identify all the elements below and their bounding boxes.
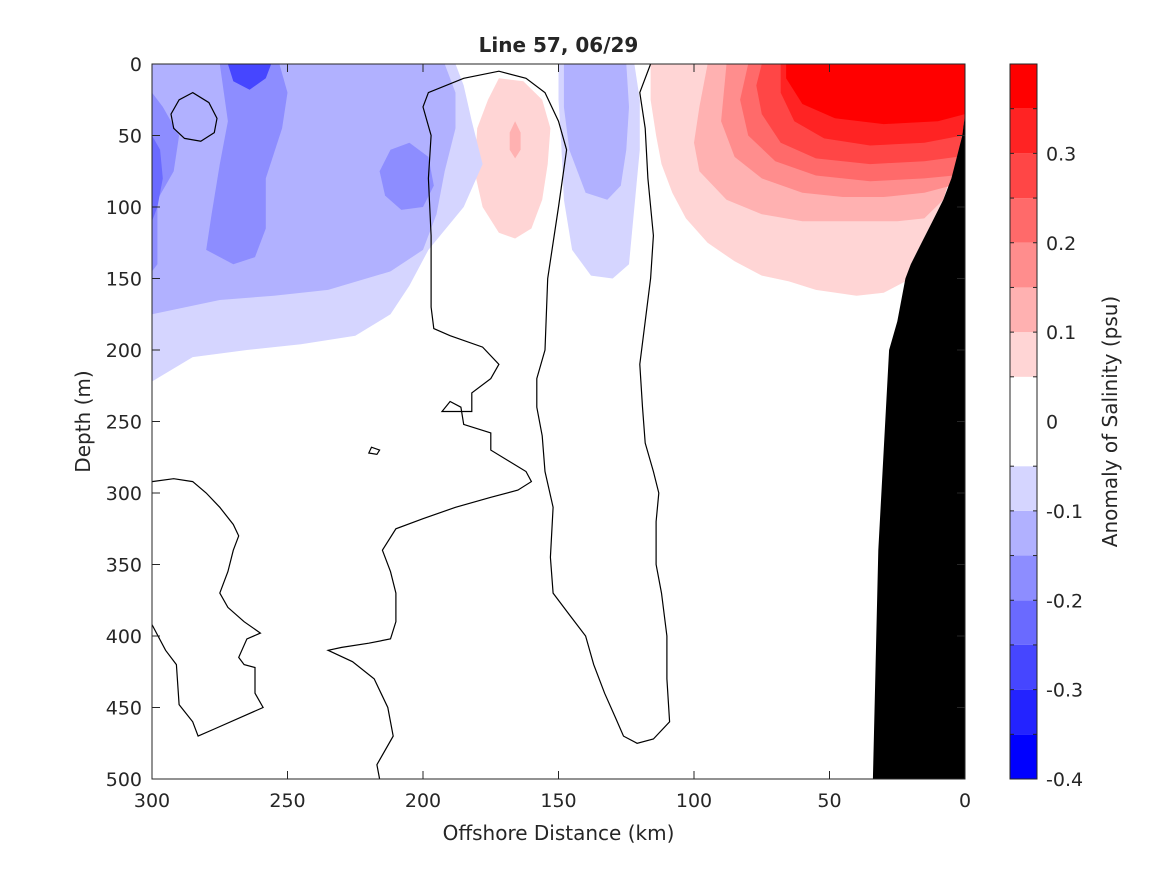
colorbar-tick-label: -0.3 bbox=[1046, 680, 1083, 702]
colorbar-swatch bbox=[1010, 153, 1037, 199]
y-tick-label: 250 bbox=[106, 412, 142, 434]
negative-anomaly-region bbox=[152, 135, 163, 222]
x-tick-label: 0 bbox=[959, 790, 971, 812]
zero-contour-line bbox=[151, 478, 264, 737]
y-tick-label: 350 bbox=[106, 555, 142, 577]
y-tick-label: 400 bbox=[106, 626, 142, 648]
colorbar-swatch bbox=[1010, 332, 1037, 377]
zero-contour-line bbox=[367, 446, 381, 456]
x-axis-label: Offshore Distance (km) bbox=[443, 821, 675, 845]
zero-contour-layer bbox=[151, 63, 671, 780]
y-tick-label: 200 bbox=[106, 340, 142, 362]
x-tick-label: 100 bbox=[676, 790, 712, 812]
y-tick-label: 450 bbox=[106, 698, 142, 720]
x-tick-label: 200 bbox=[405, 790, 441, 812]
y-axis: 0 50 100 150 200 250 300 350 400 450 500 bbox=[106, 54, 965, 791]
colorbar-swatch bbox=[1010, 510, 1037, 556]
colorbar-swatch bbox=[1010, 644, 1037, 690]
colorbar-tick-label: 0.1 bbox=[1046, 322, 1076, 344]
y-tick-label: 150 bbox=[106, 269, 142, 291]
zero-contour-line bbox=[326, 63, 671, 780]
colorbar-swatch bbox=[1010, 242, 1037, 288]
colorbar-tick-label: -0.2 bbox=[1046, 590, 1083, 612]
colorbar-tick-label: -0.1 bbox=[1046, 501, 1083, 523]
negative-anomaly-region bbox=[563, 64, 629, 200]
colorbar-swatch bbox=[1010, 466, 1037, 511]
negative-anomaly-region bbox=[379, 142, 434, 210]
colorbar-swatch bbox=[1010, 198, 1037, 243]
y-tick-label: 500 bbox=[106, 769, 142, 791]
colorbar-tick-label: -0.4 bbox=[1046, 769, 1083, 791]
contour-fill-layer bbox=[152, 64, 965, 779]
zero-contour-line bbox=[170, 91, 218, 142]
colorbar-tick-label: 0.2 bbox=[1046, 233, 1076, 255]
x-axis: 300 250 200 150 100 50 0 bbox=[134, 64, 971, 812]
y-tick-label: 300 bbox=[106, 483, 142, 505]
colorbar-swatch bbox=[1010, 689, 1037, 735]
colorbar-swatch bbox=[1010, 287, 1037, 333]
x-tick-label: 50 bbox=[817, 790, 841, 812]
x-tick-label: 300 bbox=[134, 790, 170, 812]
y-tick-label: 0 bbox=[130, 54, 142, 76]
colorbar-frame bbox=[1009, 63, 1038, 780]
colorbar-swatch bbox=[1010, 734, 1037, 779]
negative-anomaly-region bbox=[152, 92, 180, 272]
colorbar: 0.3 0.2 0.1 0 -0.1 -0.2 -0.3 -0.4 bbox=[1009, 63, 1083, 791]
colorbar-swatch bbox=[1010, 376, 1037, 467]
bathymetry-layer bbox=[872, 114, 965, 780]
chart-title: Line 57, 06/29 bbox=[479, 33, 639, 57]
colorbar-label: Anomaly of Salinity (psu) bbox=[1098, 296, 1122, 547]
negative-anomaly-region bbox=[206, 64, 288, 265]
colorbar-tick-label: 0 bbox=[1046, 412, 1058, 434]
y-tick-label: 50 bbox=[118, 126, 142, 148]
y-axis-label: Depth (m) bbox=[71, 370, 95, 472]
positive-anomaly-region bbox=[474, 78, 551, 239]
x-tick-label: 150 bbox=[540, 790, 576, 812]
colorbar-tick-label: 0.3 bbox=[1046, 143, 1076, 165]
positive-anomaly-region bbox=[786, 64, 965, 125]
bathymetry-shelf bbox=[872, 114, 965, 780]
x-tick-label: 250 bbox=[269, 790, 305, 812]
colorbar-swatch bbox=[1010, 108, 1037, 154]
y-tick-label: 100 bbox=[106, 197, 142, 219]
colorbar-swatch bbox=[1010, 555, 1037, 601]
colorbar-swatch bbox=[1010, 600, 1037, 645]
positive-anomaly-region bbox=[509, 121, 521, 159]
negative-anomaly-region bbox=[227, 64, 272, 90]
colorbar-swatch bbox=[1010, 64, 1037, 109]
